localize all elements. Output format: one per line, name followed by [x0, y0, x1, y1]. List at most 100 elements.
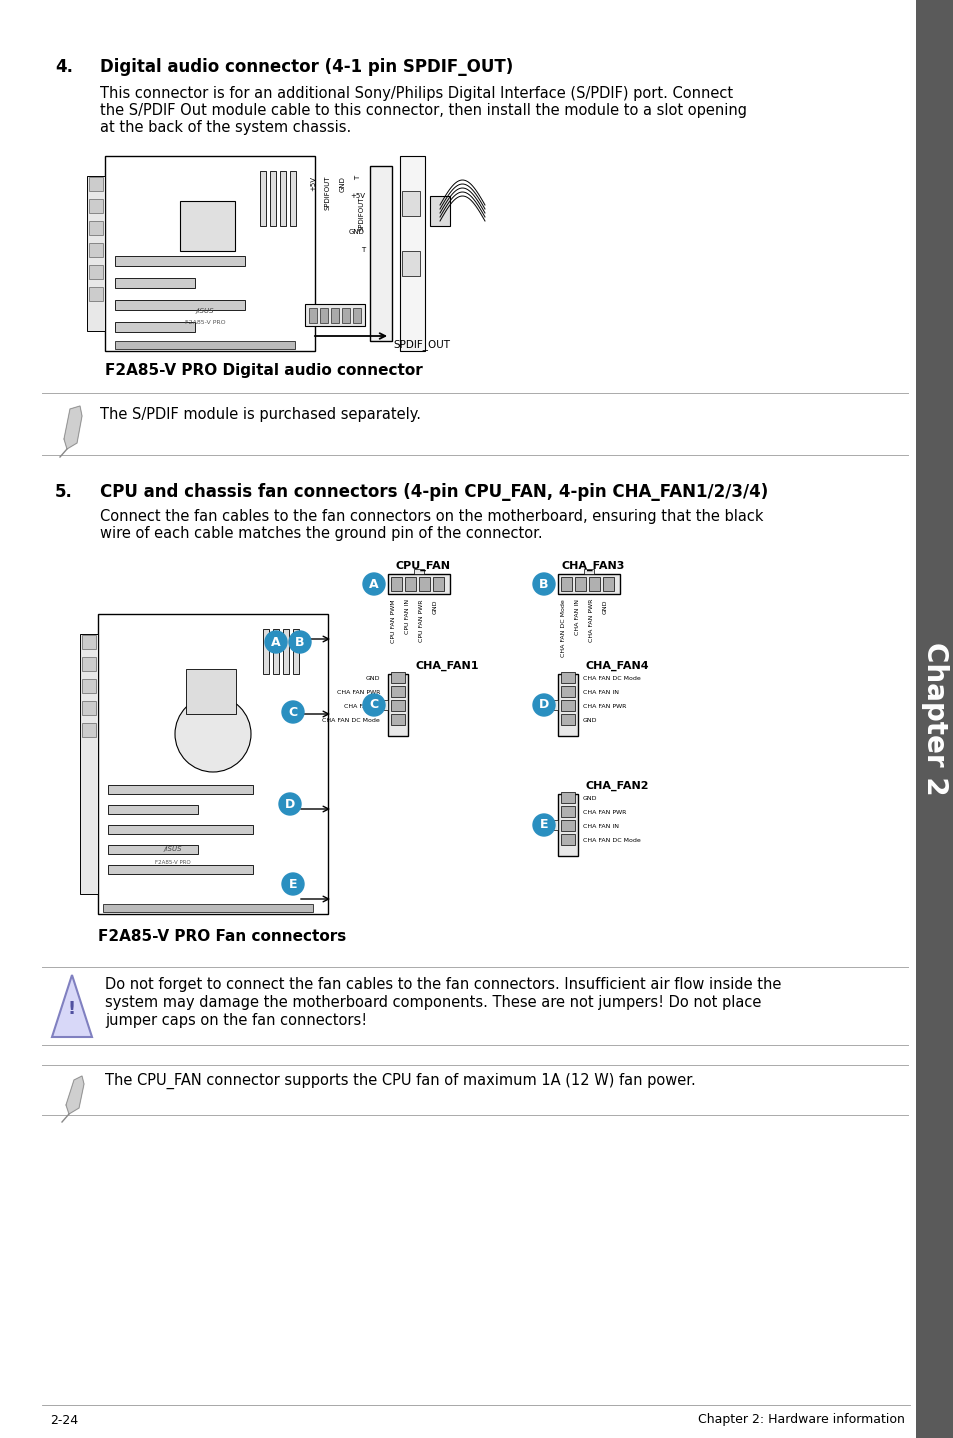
Text: E: E — [539, 818, 548, 831]
Bar — [89, 243, 103, 257]
Text: CHA FAN DC Mode: CHA FAN DC Mode — [582, 838, 640, 844]
Text: Connect the fan cables to the fan connectors on the motherboard, ensuring that t: Connect the fan cables to the fan connec… — [100, 509, 762, 523]
Text: F2A85-V PRO: F2A85-V PRO — [155, 860, 191, 864]
Text: CPU and chassis fan connectors (4-pin CPU_FAN, 4-pin CHA_FAN1/2/3/4): CPU and chassis fan connectors (4-pin CP… — [100, 483, 767, 500]
Text: GND: GND — [582, 719, 597, 723]
Bar — [430, 196, 450, 226]
Text: F2A85-V PRO Digital audio connector: F2A85-V PRO Digital audio connector — [105, 362, 422, 378]
Text: CHA FAN PWR: CHA FAN PWR — [336, 690, 379, 696]
Polygon shape — [64, 406, 82, 449]
Bar — [273, 628, 278, 674]
Text: Chapter 2: Chapter 2 — [920, 643, 948, 795]
Text: The CPU_FAN connector supports the CPU fan of maximum 1A (12 W) fan power.: The CPU_FAN connector supports the CPU f… — [105, 1073, 695, 1089]
Text: D: D — [285, 798, 294, 811]
Bar — [560, 807, 575, 817]
Text: /ISUS: /ISUS — [164, 846, 182, 851]
Text: E: E — [289, 877, 297, 890]
Bar — [89, 221, 103, 234]
Text: GND: GND — [339, 175, 346, 191]
Bar — [89, 177, 103, 191]
Bar — [418, 577, 430, 591]
Bar — [399, 155, 424, 351]
Bar — [180, 201, 234, 252]
Text: 4.: 4. — [55, 58, 73, 76]
Text: Digital audio connector (4-1 pin SPDIF_OUT): Digital audio connector (4-1 pin SPDIF_O… — [100, 58, 513, 76]
Text: CHA FAN PWR: CHA FAN PWR — [582, 705, 626, 709]
Text: B: B — [294, 636, 304, 649]
Bar — [115, 301, 245, 311]
Text: SPDIFOUT: SPDIFOUT — [358, 197, 365, 232]
Bar — [560, 577, 572, 591]
Circle shape — [282, 700, 304, 723]
Bar — [341, 308, 350, 324]
Bar — [108, 805, 198, 814]
Text: CHA FAN DC Mode: CHA FAN DC Mode — [582, 676, 640, 682]
Text: CPU_FAN: CPU_FAN — [395, 561, 450, 571]
Bar — [103, 905, 313, 912]
Circle shape — [533, 814, 555, 835]
Text: 2-24: 2-24 — [50, 1414, 78, 1426]
Bar — [293, 628, 298, 674]
Text: the S/PDIF Out module cable to this connector, then install the module to a slot: the S/PDIF Out module cable to this conn… — [100, 104, 746, 118]
Bar — [414, 569, 423, 574]
Bar — [115, 341, 294, 349]
Bar — [588, 577, 599, 591]
Bar — [87, 175, 105, 331]
Circle shape — [278, 792, 301, 815]
Text: system may damage the motherboard components. These are not jumpers! Do not plac: system may damage the motherboard compon… — [105, 995, 760, 1009]
Text: wire of each cable matches the ground pin of the connector.: wire of each cable matches the ground pi… — [100, 526, 542, 541]
Text: T: T — [360, 247, 365, 253]
Bar — [575, 577, 585, 591]
Text: C: C — [288, 706, 297, 719]
Text: The S/PDIF module is purchased separately.: The S/PDIF module is purchased separatel… — [100, 407, 420, 423]
Text: GND: GND — [582, 797, 597, 801]
Bar — [270, 171, 275, 226]
Text: jumper caps on the fan connectors!: jumper caps on the fan connectors! — [105, 1012, 367, 1028]
Text: CHA FAN DC Mode: CHA FAN DC Mode — [560, 600, 565, 657]
Bar — [382, 700, 388, 710]
Text: B: B — [538, 578, 548, 591]
Text: GND: GND — [365, 676, 379, 682]
Bar — [433, 577, 443, 591]
Bar — [82, 700, 96, 715]
Bar — [553, 700, 558, 710]
Bar — [115, 278, 194, 288]
Bar — [391, 700, 405, 710]
Bar — [391, 577, 401, 591]
Bar — [401, 191, 419, 216]
Bar — [560, 834, 575, 846]
Circle shape — [289, 631, 311, 653]
Text: This connector is for an additional Sony/Philips Digital Interface (S/PDIF) port: This connector is for an additional Sony… — [100, 86, 732, 101]
Bar — [80, 634, 98, 894]
Circle shape — [174, 696, 251, 772]
Bar — [89, 288, 103, 301]
Bar — [560, 792, 575, 802]
Bar — [583, 569, 594, 574]
Text: +5V: +5V — [350, 193, 365, 198]
Bar — [319, 308, 328, 324]
Text: CHA FAN DC Mode: CHA FAN DC Mode — [322, 719, 379, 723]
Bar — [560, 715, 575, 725]
Text: CHA FAN PWR: CHA FAN PWR — [588, 600, 594, 643]
Bar — [108, 866, 253, 874]
Text: CPU FAN IN: CPU FAN IN — [405, 600, 410, 634]
Bar — [305, 303, 365, 326]
Text: SPDIFOUT: SPDIFOUT — [325, 175, 331, 210]
Text: CPU FAN PWM: CPU FAN PWM — [391, 600, 395, 643]
Bar — [602, 577, 614, 591]
Text: Do not forget to connect the fan cables to the fan connectors. Insufficient air : Do not forget to connect the fan cables … — [105, 976, 781, 992]
Bar — [558, 674, 578, 736]
Bar — [82, 723, 96, 738]
Bar — [553, 820, 558, 830]
Text: CHA FAN IN: CHA FAN IN — [582, 690, 618, 696]
Text: CHA FAN PWR: CHA FAN PWR — [582, 811, 626, 815]
Bar — [108, 785, 253, 794]
Bar — [89, 198, 103, 213]
Text: !: ! — [68, 999, 76, 1018]
Bar — [370, 165, 392, 341]
Bar — [558, 794, 578, 856]
Bar — [353, 308, 360, 324]
Bar — [560, 672, 575, 683]
Text: SPDIF_OUT: SPDIF_OUT — [393, 339, 450, 349]
Text: CHA FAN IN: CHA FAN IN — [582, 824, 618, 830]
